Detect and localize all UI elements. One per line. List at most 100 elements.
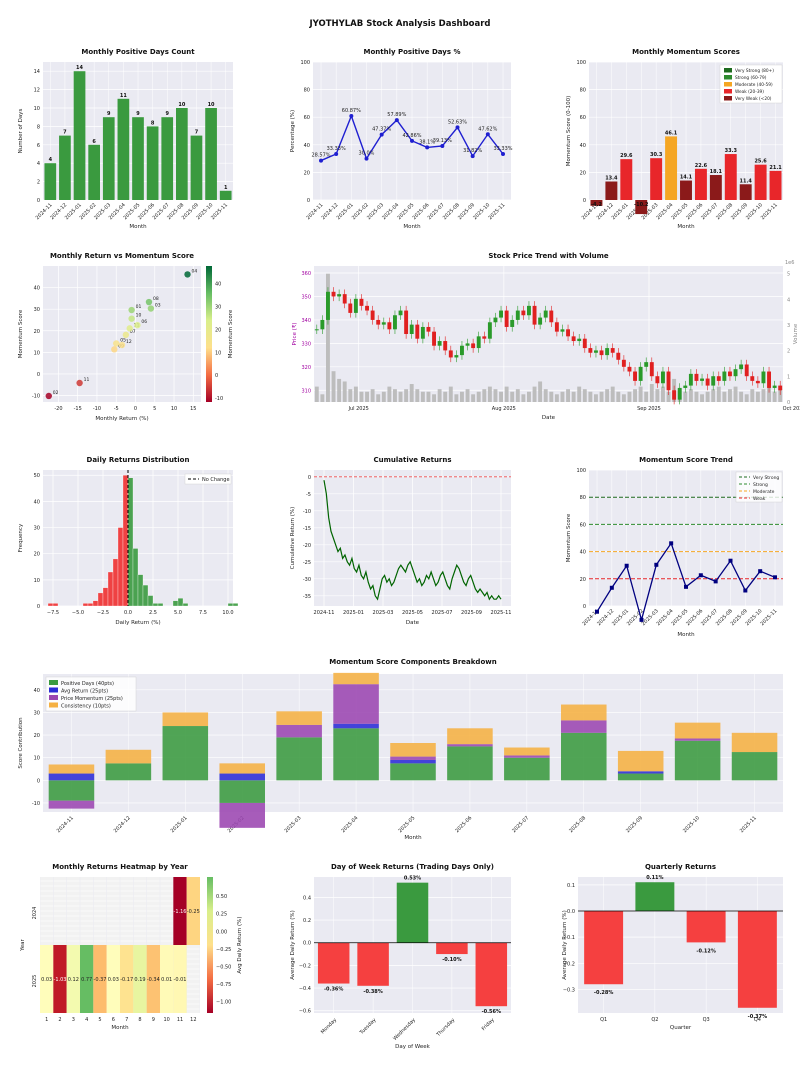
pos_days_pct-chart: 0204060801002024-112024-122025-012025-02… xyxy=(290,48,513,230)
candle-body xyxy=(320,319,325,330)
data-label: 47.62% xyxy=(478,126,497,132)
candle-body xyxy=(454,355,459,358)
bar xyxy=(436,942,468,955)
colorbar-tick: −0.50 xyxy=(216,964,231,970)
bar xyxy=(769,170,782,200)
y-tick-label: 0 xyxy=(307,198,310,204)
candle-body xyxy=(599,350,604,356)
cell-label: 0.19 xyxy=(134,977,145,983)
cell-label: 0.03 xyxy=(108,977,119,983)
x-tick-label: 2025-05 xyxy=(402,610,423,616)
bar xyxy=(665,136,678,200)
returns_distribution-chart: 0 10 20 30 40 50 −7.5 −5.0 −2.5 0.0 2.5 5.0 7.5 10.0 N… xyxy=(18,456,239,626)
volume-bar xyxy=(716,386,721,402)
legend-swatch xyxy=(724,68,732,73)
data-label: 39.13% xyxy=(433,138,452,144)
volume-bar xyxy=(504,386,509,402)
y-tick-label: 2024 xyxy=(32,907,38,920)
point-label: 11 xyxy=(84,377,90,383)
histogram-bar xyxy=(172,600,179,607)
volume-bar xyxy=(521,394,526,402)
volume-bar xyxy=(700,394,704,402)
x-tick-label: 2025-07 xyxy=(432,610,453,616)
legend-entry: Avg Return (25pts) xyxy=(61,689,108,695)
candle-body xyxy=(588,348,593,353)
candle-body xyxy=(437,341,442,346)
volume-tick: 5 xyxy=(787,272,790,278)
y-tick-label: 40 xyxy=(580,143,586,149)
stacked-segment xyxy=(219,802,265,828)
legend-entry: Weak (20-39) xyxy=(735,89,764,95)
x-axis-label: Month xyxy=(129,224,147,230)
x-tick-label: 7.5 xyxy=(199,610,207,616)
data-label: 9 xyxy=(165,111,169,117)
data-label: -0.38% xyxy=(363,989,382,995)
cell-label: -0.37 xyxy=(94,977,107,983)
data-point xyxy=(639,617,644,622)
candle-body xyxy=(532,305,537,325)
candle-body xyxy=(353,298,358,313)
y-tick-label: -5 xyxy=(306,492,311,498)
histogram-bar xyxy=(87,603,94,607)
legend: Very Strong (80+)Strong (60-79)Moderate … xyxy=(719,64,783,104)
y-tick-label: 60 xyxy=(580,522,586,528)
y-tick-label: 20 xyxy=(34,733,40,739)
legend-swatch xyxy=(724,82,732,87)
volume-bar xyxy=(465,389,470,402)
legend-entry: Consistency (10pts) xyxy=(61,704,111,710)
x-tick-label: 2025-04 xyxy=(340,815,359,834)
candle-body xyxy=(661,371,665,384)
stacked-segment xyxy=(674,722,721,739)
candle-body xyxy=(677,387,682,400)
cell-label: -0.34 xyxy=(147,977,160,983)
y-tick-label: −0.3 xyxy=(563,987,575,993)
data-label: 60.87% xyxy=(342,108,361,114)
x-axis-label: Month xyxy=(677,632,695,638)
volume-bar xyxy=(337,378,342,402)
candle-body xyxy=(404,310,409,334)
y-tick-label: −0.6 xyxy=(299,1009,311,1015)
y-tick-label: 80 xyxy=(580,88,586,94)
y-tick-label: 6 xyxy=(37,143,40,149)
volume-tick: 4 xyxy=(787,297,790,303)
volume-bar xyxy=(616,391,621,402)
volume-bar xyxy=(644,391,649,402)
y-tick-label: −0.2 xyxy=(299,963,311,969)
colorbar-tick: -10 xyxy=(215,396,223,402)
x-tick-label: 11 xyxy=(177,1017,183,1023)
cell-label: 0.12 xyxy=(68,977,79,983)
x-tick-label: 0.0 xyxy=(124,610,132,616)
heatmap-cell xyxy=(186,877,200,945)
heatmap-cell xyxy=(173,877,187,945)
candle-body xyxy=(381,322,386,325)
data-point xyxy=(609,585,614,590)
y-tick-label: -10 xyxy=(32,394,40,400)
stacked-segment xyxy=(731,752,778,781)
y-tick-label: 0 xyxy=(37,604,40,610)
x-axis-label: Date xyxy=(542,415,556,421)
histogram-bar xyxy=(142,584,149,607)
candle-body xyxy=(476,336,481,349)
colorbar-tick: 10 xyxy=(215,350,221,356)
y-tick-label: 100 xyxy=(576,468,586,474)
point-label: 08 xyxy=(153,296,159,302)
x-tick-label: −2.5 xyxy=(97,610,109,616)
y-tick-label: 0.0 xyxy=(303,941,311,947)
stacked-segment xyxy=(561,720,607,733)
data-label: -4.2 xyxy=(591,202,602,208)
colorbar-tick: 20 xyxy=(215,327,221,333)
cell-label: -0.25 xyxy=(187,909,200,915)
y-tick-label: 0.1 xyxy=(567,883,575,889)
candle-body xyxy=(621,359,626,367)
data-point xyxy=(669,541,674,546)
volume-bar xyxy=(661,386,665,402)
data-label: 0.11% xyxy=(646,875,663,881)
bar xyxy=(724,154,737,200)
stacked-segment xyxy=(504,755,550,758)
candle-body xyxy=(543,310,548,318)
candle-body xyxy=(314,329,319,331)
data-label: 57.89% xyxy=(387,112,406,118)
x-tick-label: 0 xyxy=(134,406,137,412)
x-tick-label: 2024-11 xyxy=(56,815,75,834)
